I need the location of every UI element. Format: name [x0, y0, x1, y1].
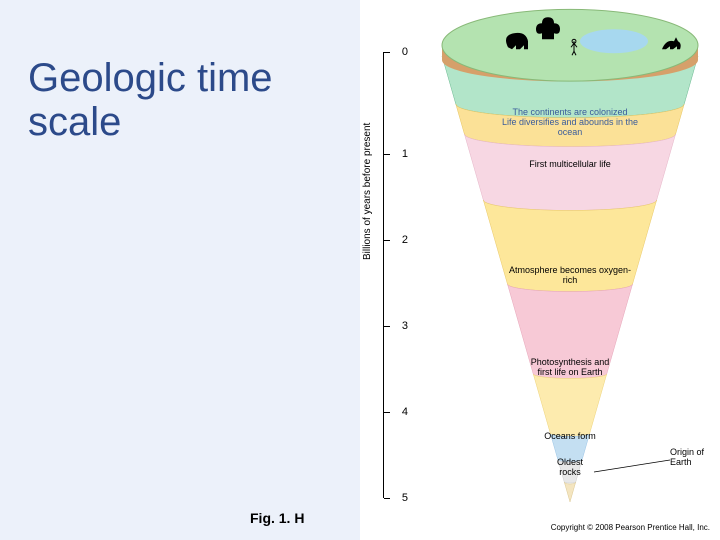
surface-water [580, 29, 648, 53]
event-label: Oceans form [534, 432, 606, 442]
tick-mark [384, 326, 390, 327]
event-label: Photosynthesis and first life on Earth [522, 358, 618, 378]
tick-mark [384, 498, 390, 499]
tick-mark [384, 412, 390, 413]
page-title: Geologic time scale [28, 56, 273, 144]
axis-tick: 4 [394, 406, 408, 418]
copyright-text: Copyright © 2008 Pearson Prentice Hall, … [551, 523, 710, 532]
cone-layer [533, 374, 606, 436]
event-label: Atmosphere becomes oxygen-rich [504, 266, 636, 286]
tick-mark [384, 154, 390, 155]
tick-mark [384, 52, 390, 53]
axis-tick: 1 [394, 148, 408, 160]
axis-tick: 3 [394, 320, 408, 332]
figure-caption: Fig. 1. H [250, 510, 304, 526]
axis-tick: 0 [394, 46, 408, 58]
axis-tick: 5 [394, 492, 408, 504]
mammoth-icon [506, 33, 528, 49]
y-axis-line [383, 52, 384, 498]
tick-mark [384, 240, 390, 241]
y-axis-label: Billions of years before present [362, 123, 373, 260]
side-label: Origin of Earth [670, 448, 704, 468]
axis-tick: 2 [394, 234, 408, 246]
event-label: The continents are colonized Life divers… [494, 108, 646, 138]
event-label: Oldest rocks [544, 458, 596, 478]
cone-layer [564, 482, 575, 502]
geologic-cone-diagram: Billions of years before present Copyrig… [360, 0, 720, 540]
event-label: First multicellular life [512, 160, 628, 170]
leader-line [594, 460, 670, 472]
surface-land [442, 9, 698, 81]
